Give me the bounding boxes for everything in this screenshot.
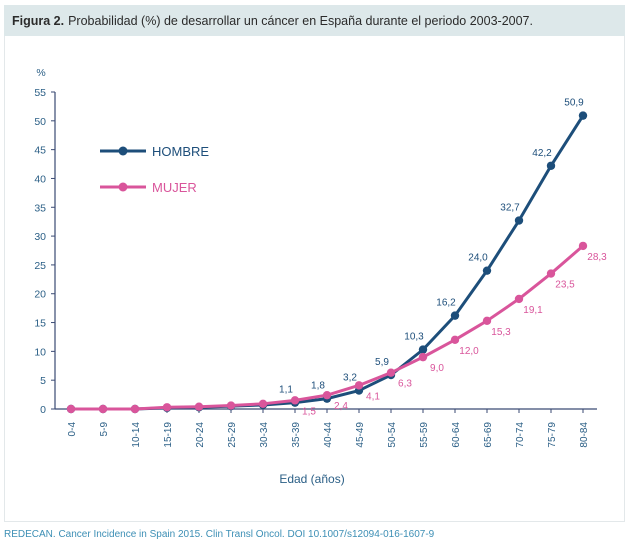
- x-tick-label: 65-69: [483, 422, 494, 448]
- data-label-hombre: 10,3: [404, 332, 424, 343]
- y-axis-label: %: [36, 67, 45, 79]
- x-tick-label: 15-19: [163, 422, 174, 448]
- data-point-hombre: [546, 161, 556, 170]
- y-tick-label: 15: [34, 318, 46, 330]
- x-tick-label: 5-9: [99, 422, 110, 437]
- data-point-mujer: [482, 316, 492, 326]
- data-point-mujer: [322, 390, 332, 400]
- figure-label: Figura 2.: [12, 13, 65, 28]
- y-tick-label: 40: [34, 173, 46, 185]
- data-label-hombre: 32,7: [500, 203, 520, 214]
- data-label-hombre: 24,0: [468, 253, 488, 264]
- series-line-hombre: [71, 114, 585, 411]
- data-label-mujer: 19,1: [523, 305, 543, 316]
- data-point-mujer: [354, 381, 364, 390]
- data-point-hombre: [514, 216, 524, 225]
- data-label-mujer: 9,0: [430, 363, 444, 374]
- data-label-mujer: 4,1: [366, 391, 380, 402]
- x-tick-label: 45-49: [355, 422, 366, 448]
- data-point-mujer: [130, 404, 140, 414]
- data-point-mujer: [162, 403, 172, 412]
- data-point-mujer: [226, 401, 236, 410]
- data-point-mujer: [386, 368, 396, 377]
- x-tick-label: 30-34: [259, 422, 270, 448]
- y-tick-label: 35: [34, 202, 46, 214]
- x-tick-label: 35-39: [291, 422, 302, 448]
- data-point-hombre: [450, 311, 460, 320]
- data-point-mujer: [98, 404, 108, 414]
- y-tick-label: 0: [40, 404, 46, 416]
- x-tick-label: 25-29: [227, 422, 238, 448]
- data-label-mujer: 15,3: [491, 327, 511, 338]
- legend-marker-mujer: [118, 182, 128, 192]
- x-tick-label: 40-44: [323, 422, 334, 448]
- data-point-mujer: [258, 399, 268, 409]
- y-tick-label: 10: [34, 346, 46, 358]
- data-label-mujer: 2,4: [334, 401, 348, 412]
- x-tick-label: 70-74: [515, 422, 526, 448]
- data-label-mujer: 12,0: [459, 346, 479, 357]
- data-point-mujer: [578, 241, 588, 251]
- x-tick-label: 10-14: [131, 422, 142, 448]
- legend-label-mujer: MUJER: [152, 180, 197, 195]
- x-tick-label: 20-24: [195, 422, 206, 448]
- y-tick-label: 25: [34, 260, 46, 272]
- y-tick-label: 50: [34, 116, 46, 128]
- x-tick-label: 0-4: [67, 422, 78, 437]
- data-label-mujer: 6,3: [398, 379, 412, 390]
- data-point-mujer: [546, 269, 556, 278]
- x-tick-label: 60-64: [451, 422, 462, 448]
- legend-label-hombre: HOMBRE: [152, 144, 209, 159]
- data-label-mujer: 23,5: [555, 280, 575, 291]
- data-label-hombre: 5,9: [375, 357, 389, 368]
- figure-caption: Probabilidad (%) de desarrollar un cánce…: [68, 13, 533, 28]
- y-tick-label: 45: [34, 145, 46, 157]
- x-tick-label: 50-54: [387, 422, 398, 448]
- data-label-mujer: 28,3: [587, 252, 607, 263]
- data-label-mujer: 1,5: [302, 406, 316, 417]
- data-point-hombre: [482, 266, 492, 275]
- data-label-hombre: 3,2: [343, 373, 357, 384]
- x-tick-label: 80-84: [579, 422, 590, 448]
- data-point-hombre: [578, 111, 588, 120]
- data-point-mujer: [290, 396, 300, 405]
- data-point-mujer: [418, 352, 428, 362]
- x-tick-label: 75-79: [547, 422, 558, 448]
- data-point-hombre: [418, 345, 428, 354]
- data-label-hombre: 16,2: [436, 298, 456, 309]
- data-point-mujer: [514, 294, 524, 304]
- data-point-mujer: [194, 402, 204, 411]
- y-tick-label: 20: [34, 289, 46, 301]
- data-label-hombre: 50,9: [564, 98, 584, 109]
- legend-marker-hombre: [118, 146, 128, 156]
- y-tick-label: 55: [34, 87, 46, 99]
- data-point-mujer: [450, 335, 460, 345]
- data-point-mujer: [66, 404, 76, 414]
- data-label-hombre: 1,8: [311, 381, 325, 392]
- x-tick-label: 55-59: [419, 422, 430, 448]
- data-label-hombre: 42,2: [532, 148, 552, 159]
- data-label-hombre: 1,1: [279, 385, 293, 396]
- x-axis-label: Edad (años): [279, 472, 344, 486]
- y-tick-label: 5: [40, 375, 46, 387]
- source-citation: REDECAN. Cancer Incidence in Spain 2015.…: [4, 529, 435, 540]
- figure-caption-bar: Figura 2. Probabilidad (%) de desarrolla…: [4, 5, 625, 36]
- y-tick-label: 30: [34, 231, 46, 243]
